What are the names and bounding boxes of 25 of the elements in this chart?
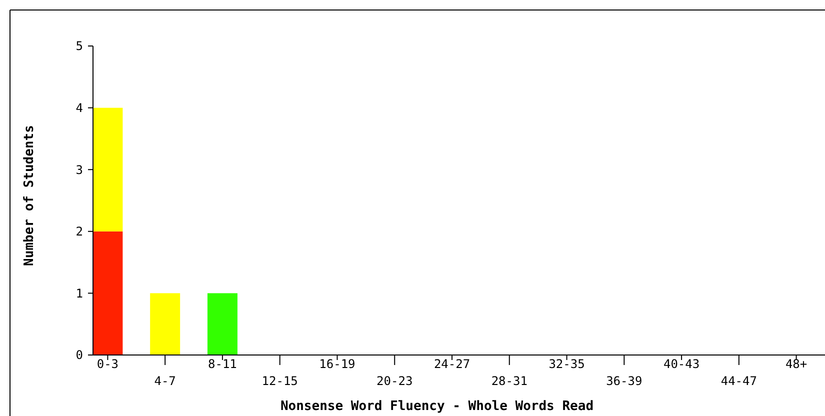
- x-tick-label: 32-35: [548, 357, 585, 371]
- y-tick-label: 4: [76, 101, 83, 115]
- x-tick-label: 8-11: [208, 357, 237, 371]
- y-tick-label: 3: [76, 162, 83, 177]
- bar: [207, 293, 238, 355]
- x-tick-label: 28-31: [491, 374, 528, 388]
- x-tick-label: 48+: [785, 357, 808, 371]
- y-tick-label: 0: [76, 348, 83, 362]
- x-tick-label: 12-15: [262, 374, 298, 388]
- x-tick-label: 20-23: [376, 374, 413, 388]
- y-tick-label: 1: [76, 286, 83, 300]
- x-tick-label: 0-3: [96, 357, 119, 371]
- x-tick-label: 16-19: [319, 357, 356, 371]
- y-tick-label: 2: [76, 224, 83, 239]
- bar: [92, 108, 123, 232]
- y-axis-title: Number of Students: [22, 125, 37, 266]
- y-tick-label: 5: [76, 39, 83, 54]
- x-axis-title: Nonsense Word Fluency - Whole Words Read: [280, 399, 594, 414]
- x-tick-label: 4-7: [154, 374, 176, 388]
- bar: [92, 231, 123, 355]
- x-tick-label: 40-43: [663, 357, 700, 371]
- x-tick-label: 44-47: [720, 374, 757, 388]
- bar: [150, 293, 180, 355]
- x-tick-label: 36-39: [606, 374, 642, 388]
- x-tick-label: 24-27: [434, 357, 470, 371]
